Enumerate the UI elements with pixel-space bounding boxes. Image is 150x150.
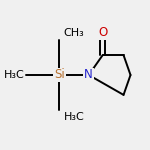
Text: N: N [84,69,93,81]
Text: H₃C: H₃C [4,70,25,80]
Text: CH₃: CH₃ [64,28,84,38]
Text: O: O [98,26,107,39]
Text: H₃C: H₃C [64,112,84,122]
Text: Si: Si [54,69,65,81]
